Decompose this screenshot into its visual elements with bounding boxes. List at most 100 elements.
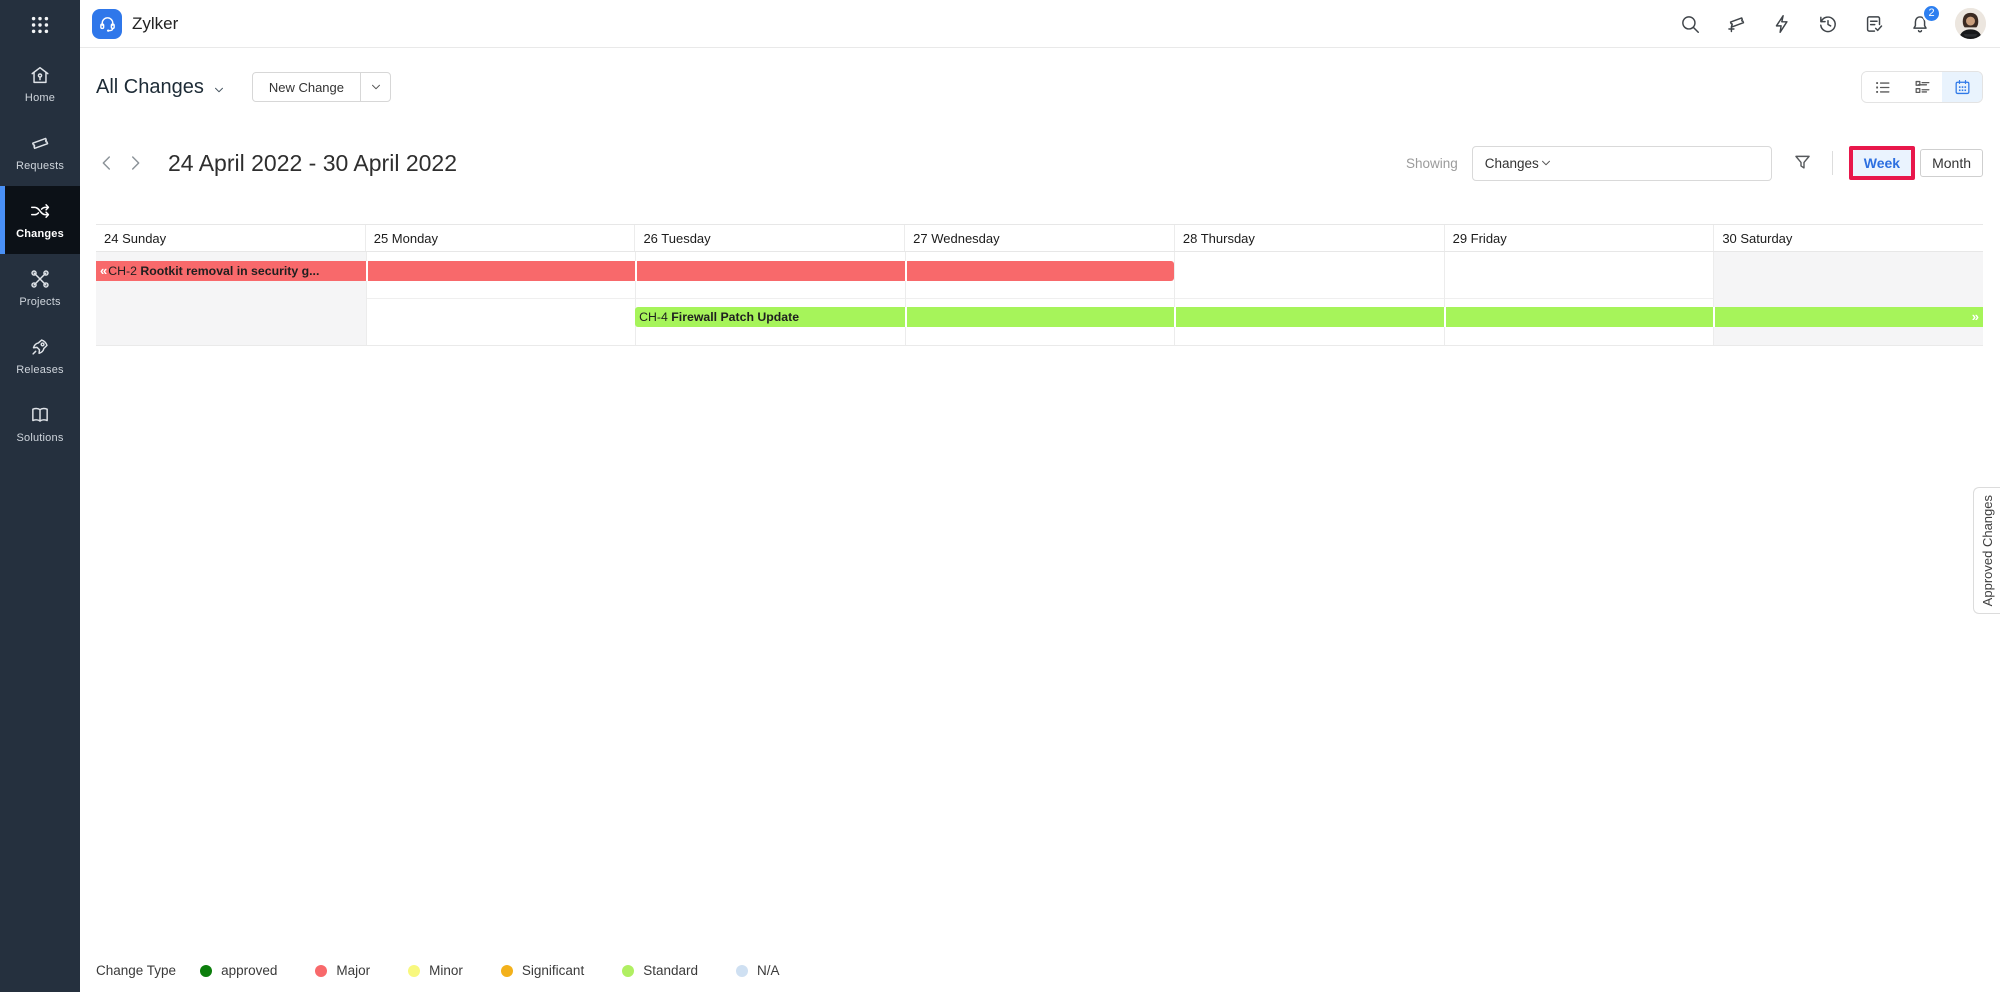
day-column[interactable] — [1443, 252, 1714, 345]
day-header: 27 Wednesday — [904, 225, 1174, 251]
next-week-button[interactable] — [124, 152, 146, 174]
day-column[interactable] — [365, 252, 636, 345]
showing-dropdown[interactable]: Changes — [1471, 145, 1772, 181]
day-header: 26 Tuesday — [634, 225, 904, 251]
board-view-icon — [1913, 78, 1932, 97]
day-header-row: 24 Sunday 25 Monday 26 Tuesday 27 Wednesday… — [96, 224, 1983, 252]
legend-color-dot — [408, 964, 421, 977]
legend-item-label: Significant — [521, 963, 585, 978]
sidebar-item-projects[interactable]: Projects — [0, 254, 80, 322]
legend-color-dot — [736, 964, 748, 977]
apps-grid-icon[interactable] — [0, 0, 80, 50]
day-column[interactable] — [1174, 252, 1444, 345]
view-selector[interactable]: All Changes — [96, 76, 226, 99]
event-bar-ch-4[interactable]: » — [1713, 307, 1983, 327]
chevron-down-icon — [369, 80, 383, 94]
history-icon[interactable] — [1817, 13, 1839, 35]
event-bar-ch-4[interactable] — [1174, 307, 1444, 327]
chevron-right-icon — [124, 152, 146, 174]
approved-changes-tab[interactable]: Approved Changes — [1973, 487, 2000, 614]
event-bar-ch-2[interactable] — [635, 261, 905, 281]
legend-item-minor: Minor — [408, 963, 463, 978]
new-change-button[interactable]: New Change — [268, 79, 344, 95]
headset-icon[interactable] — [92, 8, 122, 39]
sidebar-item-label: Projects — [19, 296, 61, 308]
row-divider — [96, 298, 1983, 299]
sidebar-item-label: Home — [24, 92, 56, 104]
chevron-left-icon — [96, 152, 118, 174]
tools-icon — [29, 268, 51, 290]
event-bar-ch-4[interactable]: CH-4 Firewall Patch Update — [635, 307, 905, 327]
new-change-split-button: New Change — [251, 72, 391, 102]
legend-color-dot — [315, 964, 328, 977]
calendar-view-button[interactable] — [1942, 72, 1982, 102]
legend-item-label: Minor — [429, 963, 463, 978]
board-view-button[interactable] — [1902, 72, 1942, 102]
ticket-add-icon[interactable] — [1725, 13, 1747, 35]
day-header: 29 Friday — [1443, 225, 1714, 251]
legend-item-approved: approved — [200, 963, 277, 978]
sidebar-item-releases[interactable]: Releases — [0, 322, 80, 390]
event-title: Rootkit removal in security g... — [140, 264, 320, 278]
calendar-title: 24 April 2022 - 30 April 2022 — [168, 149, 457, 176]
event-bar-ch-2[interactable] — [365, 261, 636, 281]
legend-color-dot — [500, 964, 513, 977]
home-icon — [29, 64, 51, 86]
event-id: CH-4 — [639, 310, 672, 324]
day-column[interactable] — [1713, 252, 1983, 345]
event-bar-ch-4[interactable] — [1443, 307, 1714, 327]
search-icon[interactable] — [1679, 13, 1701, 35]
app-name: Zylker — [132, 13, 179, 33]
legend-title: Change Type — [96, 963, 177, 978]
notification-badge: 2 — [1922, 3, 1941, 23]
funnel-icon[interactable] — [1792, 152, 1814, 174]
notifications-icon[interactable]: 2 — [1909, 3, 1941, 35]
event-bar-ch-4[interactable] — [904, 307, 1175, 327]
calendar-body: «CH-2 Rootkit removal in security g... CH… — [96, 252, 1983, 346]
sidebar-items: Home Requests Changes Projects Releases Solut… — [0, 50, 80, 458]
sidebar-item-label: Changes — [16, 228, 64, 240]
event-bar-ch-2[interactable] — [904, 261, 1175, 281]
day-column[interactable] — [904, 252, 1175, 345]
rocket-icon — [29, 336, 51, 358]
day-header: 25 Monday — [364, 225, 635, 251]
legend-item-n-a: N/A — [736, 963, 780, 978]
chevron-down-icon — [1539, 156, 1553, 170]
task-check-icon[interactable] — [1863, 13, 1885, 35]
new-change-caret[interactable] — [360, 73, 390, 101]
prev-week-button[interactable] — [96, 152, 118, 174]
chevron-down-icon — [212, 80, 226, 94]
list-view-button[interactable] — [1862, 72, 1902, 102]
user-avatar[interactable] — [1955, 8, 1986, 39]
legend-item-label: Standard — [643, 963, 698, 978]
sidebar-item-home[interactable]: Home — [0, 50, 80, 118]
showing-dropdown-value: Changes — [1484, 155, 1539, 171]
main-area: Zylker 2 All Changes New Change 24 April… — [80, 0, 2000, 992]
approved-changes-tab-label: Approved Changes — [1979, 494, 1995, 607]
toolbar: All Changes New Change — [96, 70, 1983, 104]
event-bar-ch-2[interactable]: «CH-2 Rootkit removal in security g... — [96, 261, 366, 281]
continues-right-marker: » — [1971, 309, 1979, 324]
annotation-highlight-box: Week — [1848, 146, 1916, 180]
flash-icon[interactable] — [1771, 13, 1793, 35]
day-column[interactable] — [635, 252, 905, 345]
sidebar-item-solutions[interactable]: Solutions — [0, 390, 80, 458]
month-toggle-button[interactable]: Month — [1920, 149, 1983, 177]
sidebar-item-label: Solutions — [16, 432, 64, 444]
calendar-view-icon — [1953, 78, 1972, 97]
day-header: 28 Thursday — [1173, 225, 1444, 251]
view-toggle-group — [1861, 71, 1983, 103]
topbar: Zylker 2 — [80, 0, 2000, 48]
sidebar-item-label: Releases — [16, 364, 64, 376]
legend: Change Type approved Major Minor Significan… — [96, 963, 818, 978]
legend-item-label: N/A — [757, 963, 780, 978]
divider — [1831, 151, 1833, 175]
sidebar: Home Requests Changes Projects Releases Solut… — [0, 0, 80, 992]
week-toggle-button[interactable]: Week — [1852, 150, 1912, 176]
topbar-icons: 2 — [1679, 3, 1986, 39]
day-header: 24 Sunday — [104, 230, 167, 246]
view-selector-label: All Changes — [96, 75, 204, 98]
calendar-header: 24 April 2022 - 30 April 2022 Showing Ch… — [96, 142, 1983, 184]
sidebar-item-requests[interactable]: Requests — [0, 118, 80, 186]
sidebar-item-changes[interactable]: Changes — [0, 186, 80, 254]
